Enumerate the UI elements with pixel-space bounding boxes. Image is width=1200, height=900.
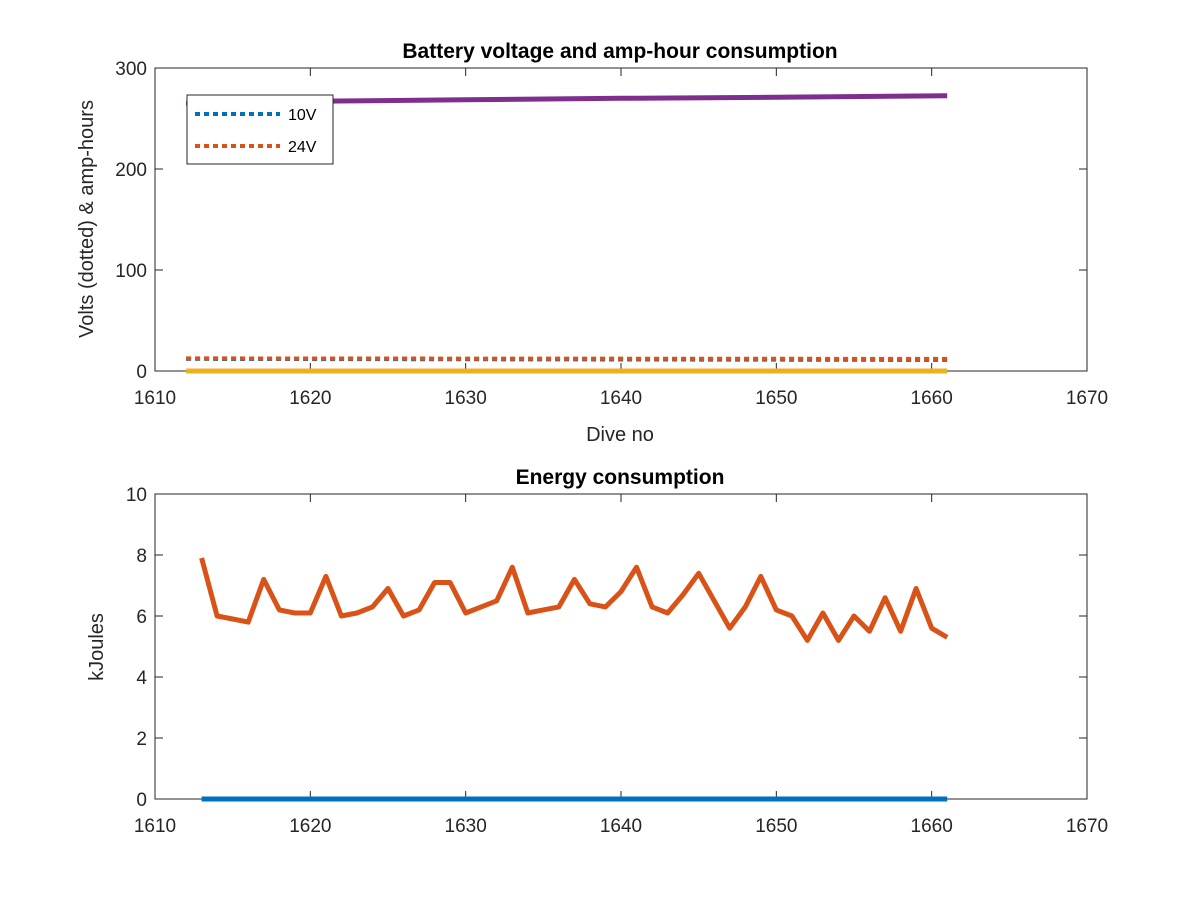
battery-x-tick-label: 1610	[134, 388, 176, 409]
energy-x-tick-label: 1670	[1066, 816, 1108, 837]
battery-x-tick-label: 1640	[600, 388, 642, 409]
battery-y-tick-label: 200	[115, 160, 147, 181]
energy-y-tick-label: 8	[136, 546, 147, 567]
energy-chart-title: Energy consumption	[516, 466, 725, 489]
energy-y-tick-label: 4	[136, 668, 147, 689]
energy-plot-area: 1610 1620 1630 1640 1650 1660 1670 0 2 4 6 8 10	[126, 485, 1108, 837]
energy-x-tick-label: 1610	[134, 816, 176, 837]
battery-x-axis-label: Dive no	[586, 424, 654, 446]
energy-chart: Energy consumption 1610 1620 1630 1640 1650 1…	[86, 466, 1108, 837]
energy-x-tick-label: 1650	[755, 816, 797, 837]
energy-x-tick-label: 1620	[289, 816, 331, 837]
battery-y-tick-label: 0	[136, 362, 147, 383]
energy-y-tick-label: 0	[136, 790, 147, 811]
battery-x-tick-label: 1660	[911, 388, 953, 409]
energy-y-tick-label: 10	[126, 485, 147, 506]
energy-x-tick-label: 1630	[445, 816, 487, 837]
battery-y-axis-label: Volts (dotted) & amp-hours	[76, 100, 98, 338]
battery-chart: Battery voltage and amp-hour consumption…	[76, 40, 1108, 446]
energy-y-tick-label: 6	[136, 607, 147, 628]
battery-chart-title: Battery voltage and amp-hour consumption	[402, 40, 837, 63]
battery-series-line-1	[186, 356, 948, 361]
legend-label-24v: 24V	[288, 139, 317, 156]
battery-x-tick-label: 1630	[445, 388, 487, 409]
battery-y-tick-label: 100	[115, 261, 147, 282]
energy-x-tick-label: 1660	[911, 816, 953, 837]
energy-y-tick-label: 2	[136, 729, 147, 750]
battery-x-tick-label: 1670	[1066, 388, 1108, 409]
battery-legend: 10V 24V	[186, 94, 334, 165]
battery-x-tick-label: 1650	[755, 388, 797, 409]
energy-y-axis-label: kJoules	[86, 613, 108, 681]
energy-x-tick-label: 1640	[600, 816, 642, 837]
legend-label-10v: 10V	[288, 107, 317, 124]
legend-box	[186, 94, 334, 165]
battery-y-tick-label: 300	[115, 59, 147, 80]
energy-series-line-1	[199, 557, 949, 643]
battery-x-tick-label: 1620	[289, 388, 331, 409]
battery-plot-area: 1610 1620 1630 1640 1650 1660 1670 0 100 200 300	[115, 59, 1108, 409]
